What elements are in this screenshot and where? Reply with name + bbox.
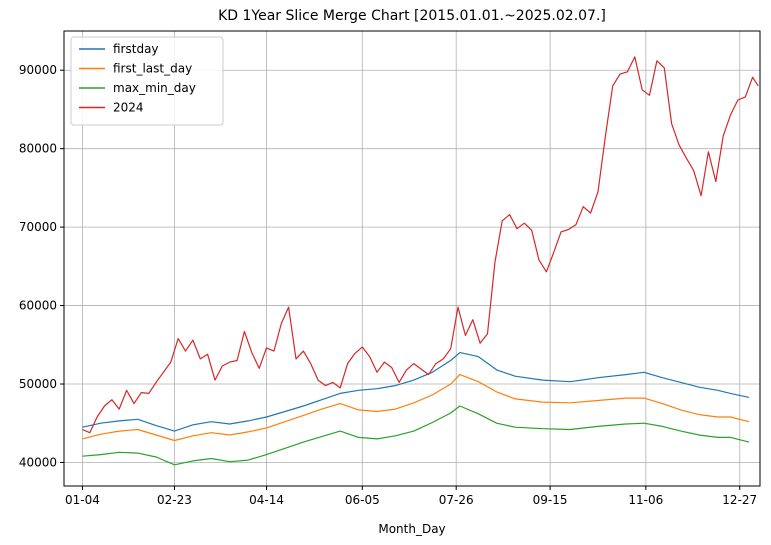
x-tick-label: 07-26: [439, 493, 474, 507]
x-tick-label: 01-04: [65, 493, 100, 507]
legend-label: 2024: [113, 101, 144, 115]
chart-title: KD 1Year Slice Merge Chart [2015.01.01.~…: [218, 8, 606, 24]
series-line-firstday: [82, 352, 750, 432]
y-tick-label: 70000: [19, 220, 57, 234]
y-tick-label: 40000: [19, 455, 57, 469]
x-tick-label: 11-06: [628, 493, 663, 507]
legend: firstday first_last_day max_min_day 2024: [70, 36, 224, 126]
y-tick-label: 90000: [19, 63, 57, 77]
y-tick-label: 60000: [19, 299, 57, 313]
x-tick-label: 12-27: [722, 493, 757, 507]
series-line-first-last-day: [82, 374, 750, 442]
x-tick-label: 09-15: [533, 493, 568, 507]
series-line-max-min-day: [82, 405, 750, 466]
axis-ticks: 01-04 02-23 04-14 06-05 07-26 09-15 11-06 12-27…: [19, 63, 757, 507]
y-tick-label: 80000: [19, 142, 57, 156]
x-tick-label: 02-23: [157, 493, 192, 507]
legend-label: max_min_day: [113, 81, 196, 95]
x-axis-label: Month_Day: [378, 522, 445, 536]
series-line-2024: [82, 56, 759, 434]
x-tick-label: 04-14: [249, 493, 284, 507]
legend-label: first_last_day: [113, 62, 192, 76]
plot-area-frame: [63, 30, 761, 487]
legend-box: [70, 36, 224, 126]
grid-lines: [64, 31, 760, 486]
y-tick-label: 50000: [19, 377, 57, 391]
x-tick-label: 06-05: [345, 493, 380, 507]
legend-label: firstday: [113, 42, 159, 56]
series-lines: [82, 56, 759, 466]
